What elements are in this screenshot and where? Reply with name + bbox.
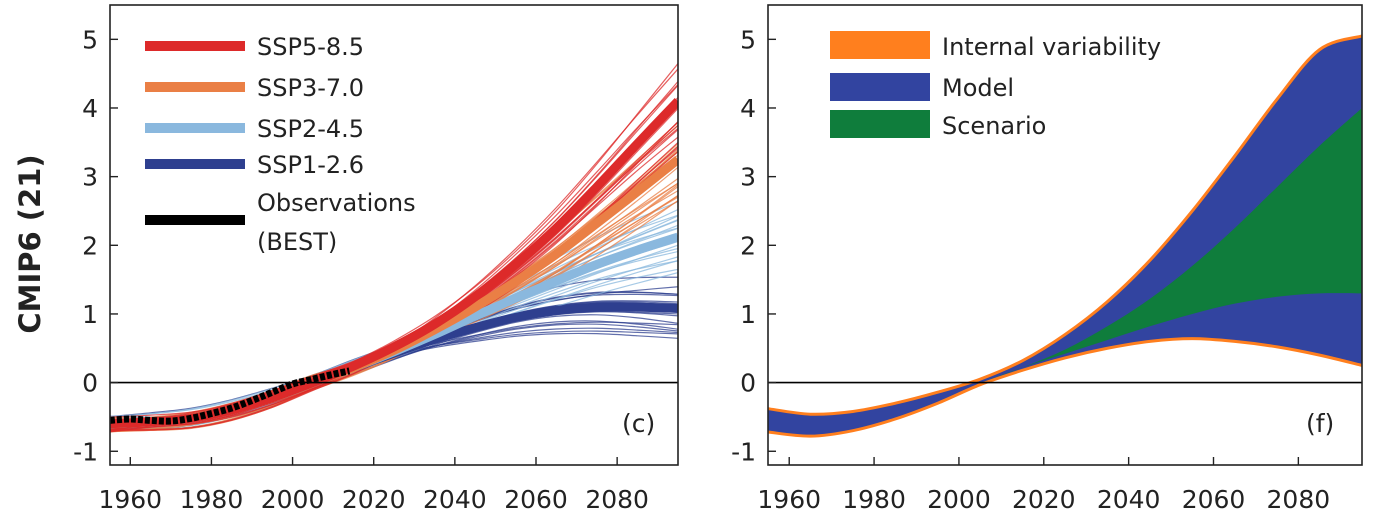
ensemble-member-line	[110, 129, 678, 430]
x-axis: 1960 1980 2000 2020 2040 2060 2080	[757, 457, 1330, 514]
series-line-observations	[110, 367, 351, 425]
legend-label-internal-variability: Internal variability	[942, 33, 1161, 61]
panel-f: -1 0 1 2 3 4 5 1960 1980 2000 2020 2040 2060 2080 In…	[731, 4, 1363, 514]
x-tick-label: 1980	[842, 485, 906, 514]
legend-label-scenario: Scenario	[942, 112, 1046, 140]
x-tick-label: 1980	[180, 485, 244, 514]
legend-label-ssp585: SSP5-8.5	[257, 33, 364, 61]
y-tick-label: 4	[740, 94, 756, 123]
legend: SSP5-8.5 SSP3-7.0 SSP2-4.5 SSP1-2.6 Obse…	[145, 33, 416, 256]
model-band	[768, 35, 1362, 437]
ensemble-member-line	[110, 214, 678, 422]
scenario-band	[768, 107, 1362, 421]
y-tick-label: 4	[82, 94, 98, 123]
x-tick-label: 2040	[1097, 485, 1161, 514]
x-tick-label: 2080	[585, 485, 649, 514]
x-axis: 1960 1980 2000 2020 2040 2060 2080	[98, 457, 649, 514]
legend: Internal variability Model Scenario	[830, 31, 1161, 140]
internal-variability-upper-edge	[767, 34, 1363, 416]
x-tick-label: 2080	[1267, 485, 1331, 514]
plot-frame	[767, 4, 1363, 466]
legend-label-best: (BEST)	[257, 228, 337, 256]
ensemble-member-line	[110, 307, 678, 425]
y-tick-label: 2	[740, 231, 756, 260]
ensemble-member-line	[110, 68, 678, 422]
x-tick-label: 1960	[98, 485, 162, 514]
y-tick-label: 0	[740, 369, 756, 398]
panel-label-f: (f)	[1306, 409, 1334, 438]
x-tick-label: 2020	[342, 485, 406, 514]
row-label: CMIP6 (21)	[13, 154, 47, 333]
x-tick-label: 2000	[927, 485, 991, 514]
x-tick-label: 2040	[423, 485, 487, 514]
ensemble-member-line	[110, 127, 678, 431]
ensemble-member-line	[110, 244, 678, 426]
y-axis: -1 0 1 2 3 4 5	[73, 25, 118, 466]
y-tick-label: 3	[740, 163, 756, 192]
ensemble-member-line	[110, 227, 678, 425]
legend-label-observations: Observations	[257, 189, 416, 217]
legend-label-ssp126: SSP1-2.6	[257, 151, 364, 179]
panel-label-c: (c)	[622, 409, 655, 438]
x-tick-label: 2060	[504, 485, 568, 514]
ensemble-member-line	[110, 63, 678, 418]
legend-swatch-internal-variability	[830, 31, 930, 59]
y-tick-label: 0	[82, 369, 98, 398]
legend-swatch-model	[830, 73, 930, 101]
panel-c: -1 0 1 2 3 4 5 1960 1980 2000 2020 2040 2060 2080 SS…	[73, 4, 679, 514]
ensemble-member-line	[110, 300, 678, 424]
legend-label-ssp245: SSP2-4.5	[257, 115, 364, 143]
y-tick-label: 5	[740, 25, 756, 54]
legend-label-ssp370: SSP3-7.0	[257, 74, 364, 102]
ensemble-lines	[110, 63, 678, 433]
y-tick-label: -1	[731, 437, 756, 466]
y-axis: -1 0 1 2 3 4 5	[731, 25, 776, 466]
ensemble-member-line	[110, 300, 678, 423]
legend-swatch-scenario	[830, 110, 930, 138]
legend-label-model: Model	[942, 74, 1014, 102]
ensemble-member-line	[110, 97, 678, 424]
x-tick-label: 2020	[1012, 485, 1076, 514]
uncertainty-bands	[767, 34, 1363, 438]
series-lines	[110, 98, 678, 429]
x-tick-label: 1960	[757, 485, 821, 514]
y-tick-label: 3	[82, 163, 98, 192]
plot-frame	[109, 4, 679, 466]
ensemble-member-line	[110, 227, 678, 423]
ensemble-member-line	[110, 304, 678, 426]
y-tick-label: 5	[82, 25, 98, 54]
series-line-ssp2-4.5	[110, 232, 678, 429]
x-tick-label: 2000	[261, 485, 325, 514]
x-tick-label: 2060	[1182, 485, 1246, 514]
internal-variability-lower-edge	[767, 337, 1363, 438]
y-tick-label: 1	[740, 300, 756, 329]
ensemble-member-line	[110, 215, 678, 419]
y-tick-label: 1	[82, 300, 98, 329]
y-tick-label: 2	[82, 231, 98, 260]
ensemble-member-line	[110, 250, 678, 429]
y-tick-label: -1	[73, 437, 98, 466]
